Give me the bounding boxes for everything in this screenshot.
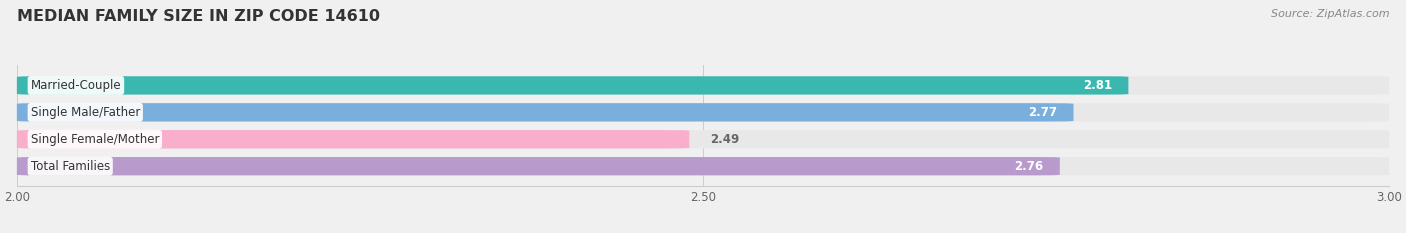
FancyBboxPatch shape	[17, 157, 1389, 175]
FancyBboxPatch shape	[17, 157, 1060, 175]
FancyBboxPatch shape	[17, 103, 1074, 122]
Text: 2.77: 2.77	[1028, 106, 1057, 119]
Text: 2.81: 2.81	[1083, 79, 1112, 92]
Text: Source: ZipAtlas.com: Source: ZipAtlas.com	[1271, 9, 1389, 19]
Text: Single Female/Mother: Single Female/Mother	[31, 133, 159, 146]
Text: MEDIAN FAMILY SIZE IN ZIP CODE 14610: MEDIAN FAMILY SIZE IN ZIP CODE 14610	[17, 9, 380, 24]
FancyBboxPatch shape	[17, 103, 1389, 122]
FancyBboxPatch shape	[17, 130, 1389, 148]
FancyBboxPatch shape	[17, 130, 689, 148]
Text: Single Male/Father: Single Male/Father	[31, 106, 141, 119]
FancyBboxPatch shape	[17, 76, 1389, 95]
Text: 2.76: 2.76	[1014, 160, 1043, 173]
Text: 2.49: 2.49	[710, 133, 740, 146]
Text: Total Families: Total Families	[31, 160, 110, 173]
Text: Married-Couple: Married-Couple	[31, 79, 121, 92]
FancyBboxPatch shape	[17, 76, 1129, 95]
